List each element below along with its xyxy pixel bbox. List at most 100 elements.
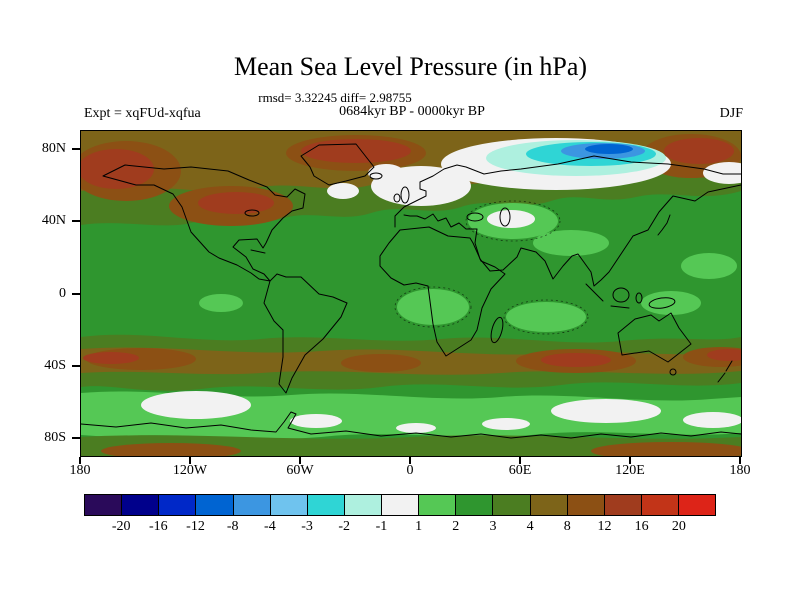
lat-tick-mark xyxy=(72,436,80,439)
colorbar-level-label: 2 xyxy=(452,519,460,534)
contour-line xyxy=(465,200,561,242)
colorbar-level-label: -4 xyxy=(264,519,276,534)
colorbar xyxy=(84,494,717,516)
contour-blob xyxy=(551,399,661,423)
coastline-europe-arctic xyxy=(394,155,741,228)
colorbar-level-label: -1 xyxy=(375,519,388,534)
colorbar-labels: -20 -16 -12 -8 -4 -3 -2 -1 1 2 3 4 8 12 16 20 xyxy=(84,519,716,537)
chart-title: Mean Sea Level Pressure (in hPa) xyxy=(233,52,588,81)
colorbar-cell xyxy=(678,494,717,516)
colorbar-cell xyxy=(232,494,271,516)
contour-blob xyxy=(141,391,251,419)
lon-tick-label: 180 xyxy=(69,463,91,478)
lat-tick-mark xyxy=(72,220,80,223)
coastline-layer xyxy=(81,143,741,439)
coastline-japan xyxy=(657,214,671,236)
coastline-java xyxy=(610,305,630,309)
lon-tick-mark xyxy=(739,457,741,464)
contour-blob xyxy=(81,435,741,456)
contour-blob xyxy=(301,139,411,163)
colorbar-cell xyxy=(603,494,642,516)
coastline-ireland xyxy=(393,193,401,203)
coastline-sulawesi xyxy=(635,292,643,304)
contour-blob xyxy=(290,414,342,428)
contour-blob xyxy=(482,418,530,430)
contour-blob xyxy=(533,230,609,256)
coastline-antarctica xyxy=(81,411,741,439)
lon-axis-labels: 180 120W 60W 0 60E 120E 180 xyxy=(70,463,751,481)
map-svg xyxy=(81,131,741,456)
contour-blob xyxy=(681,253,737,279)
colorbar-level-label: -20 xyxy=(111,519,131,534)
contour-blob xyxy=(198,192,274,214)
colorbar-cell xyxy=(84,494,123,516)
lat-tick-label: 40N xyxy=(41,213,66,229)
coastline-africa xyxy=(379,226,506,357)
coastline-australia xyxy=(617,312,692,363)
contour-fill-layer xyxy=(81,131,741,456)
coastline-north-america xyxy=(102,164,306,282)
contour-blob xyxy=(341,354,421,372)
lat-tick-label: 80S xyxy=(44,429,66,445)
lon-tick-label: 120W xyxy=(172,463,208,478)
lon-tick-mark xyxy=(299,457,301,464)
lon-tick-label: 60E xyxy=(508,463,532,478)
lon-tick-label: 120E xyxy=(615,463,645,478)
colorbar-level-label: 8 xyxy=(563,519,571,534)
coastline-britain xyxy=(400,186,410,204)
lat-tick-mark xyxy=(72,292,80,295)
coastline-black-sea xyxy=(466,212,484,222)
lat-tick-label: 40S xyxy=(44,357,66,373)
colorbar-level-label: 1 xyxy=(415,519,423,534)
contour-blob xyxy=(199,294,243,312)
experiment-label: Expt = xqFUd-xqfua xyxy=(84,106,201,121)
stats-line: rmsd= 3.32245 diff= 2.98755 xyxy=(258,90,412,105)
lon-tick-label: 60W xyxy=(286,463,314,478)
lon-tick-mark xyxy=(519,457,521,464)
contour-blob xyxy=(506,302,586,332)
period-label: 0684kyr BP - 0000kyr BP xyxy=(339,104,485,119)
contour-blob xyxy=(487,210,535,228)
coastline-sumatra xyxy=(585,283,604,302)
colorbar-cell xyxy=(455,494,494,516)
coastline-asia-pacific xyxy=(403,184,741,287)
lon-tick-mark xyxy=(189,457,191,464)
colorbar-level-label: -3 xyxy=(301,519,313,534)
contour-blob xyxy=(397,289,469,325)
colorbar-cell xyxy=(121,494,160,516)
season-label: DJF xyxy=(719,106,743,121)
coastline-south-america xyxy=(263,273,348,394)
contour-blob xyxy=(707,349,741,361)
coastline-great-lakes xyxy=(244,209,260,217)
colorbar-level-label: -2 xyxy=(338,519,351,534)
coastline-new-guinea xyxy=(648,297,676,309)
contour-blob xyxy=(101,443,241,456)
coastline-greenland xyxy=(300,143,375,186)
colorbar-cell xyxy=(381,494,420,516)
colorbar-cell xyxy=(492,494,531,516)
colorbar-level-label: 3 xyxy=(489,519,497,534)
colorbar-level-label: 20 xyxy=(671,519,686,534)
colorbar-level-label: 16 xyxy=(634,519,649,534)
colorbar-level-label: -16 xyxy=(149,519,168,534)
contour-blob xyxy=(327,183,359,199)
colorbar-level-label: -12 xyxy=(186,519,205,534)
contour-blob xyxy=(585,144,633,154)
contour-line xyxy=(503,299,589,335)
contour-blob xyxy=(368,164,404,182)
coastline-caspian-sea xyxy=(499,207,511,227)
colorbar-cell xyxy=(529,494,568,516)
map-area xyxy=(80,130,742,457)
lat-axis-ticks xyxy=(72,131,80,456)
contour-blob xyxy=(641,291,701,315)
colorbar-cell xyxy=(566,494,605,516)
coastline-iceland xyxy=(369,172,383,180)
coastline-new-zealand xyxy=(717,360,733,383)
contour-line xyxy=(394,286,472,328)
contour-blob xyxy=(703,162,741,184)
colorbar-cell xyxy=(306,494,345,516)
contour-blob xyxy=(664,138,734,164)
colorbar-level-label: 12 xyxy=(597,519,612,534)
colorbar-cell xyxy=(418,494,457,516)
lat-tick-label: 80N xyxy=(41,141,66,157)
